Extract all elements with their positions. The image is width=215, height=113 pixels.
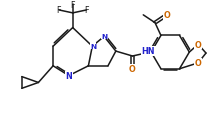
Text: F: F [57, 6, 61, 15]
Text: N: N [65, 71, 72, 80]
Text: HN: HN [142, 47, 155, 56]
Text: N: N [101, 33, 107, 39]
Text: F: F [71, 1, 75, 9]
Text: O: O [129, 65, 136, 74]
Text: O: O [163, 11, 170, 20]
Text: N: N [90, 43, 96, 49]
Text: O: O [195, 40, 201, 49]
Text: O: O [195, 59, 201, 68]
Text: F: F [84, 6, 89, 15]
